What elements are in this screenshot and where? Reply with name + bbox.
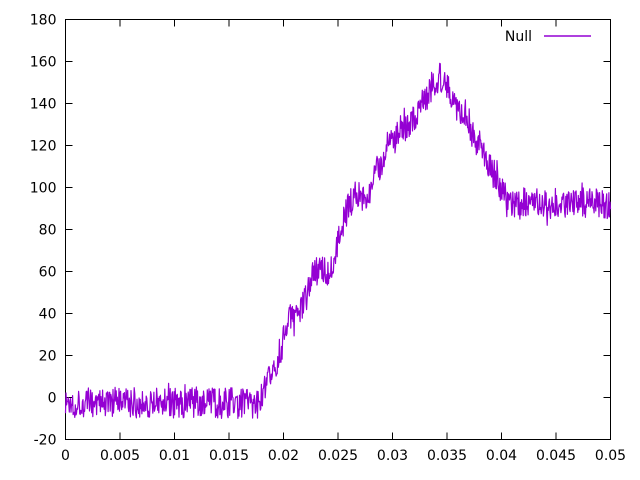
x-tick-label: 0.01: [159, 448, 190, 464]
y-tick-label: -20: [34, 433, 57, 449]
legend: Null: [505, 29, 591, 45]
series-line-null: [64, 62, 612, 419]
legend-label: Null: [505, 29, 532, 45]
y-tick-label: 40: [39, 307, 57, 323]
y-tick-label: 120: [30, 139, 57, 155]
y-tick-label: 140: [30, 97, 57, 113]
x-tick-label: 0.02: [268, 448, 299, 464]
x-tick-label: 0.025: [318, 448, 358, 464]
plot-border: [65, 19, 611, 440]
y-tick-label: 100: [30, 181, 57, 197]
x-tick-label: 0.05: [595, 448, 626, 464]
x-tick-label: 0.005: [100, 448, 140, 464]
x-tick-label: 0.015: [209, 448, 249, 464]
x-tick-label: 0.035: [427, 448, 467, 464]
y-tick-label: 80: [39, 223, 57, 239]
y-tick-label: 60: [39, 265, 57, 281]
x-tick-label: 0.03: [377, 448, 408, 464]
x-tick-label: 0: [61, 448, 70, 464]
x-tick-label: 0.045: [536, 448, 576, 464]
y-tick-label: 20: [39, 349, 57, 365]
y-tick-label: 180: [30, 13, 57, 29]
y-tick-label: 160: [30, 55, 57, 71]
y-axis-ticks: -20 0 20 40 60 80 100 120 140 160 180: [30, 13, 611, 449]
y-tick-label: 0: [48, 391, 57, 407]
x-tick-label: 0.04: [486, 448, 517, 464]
